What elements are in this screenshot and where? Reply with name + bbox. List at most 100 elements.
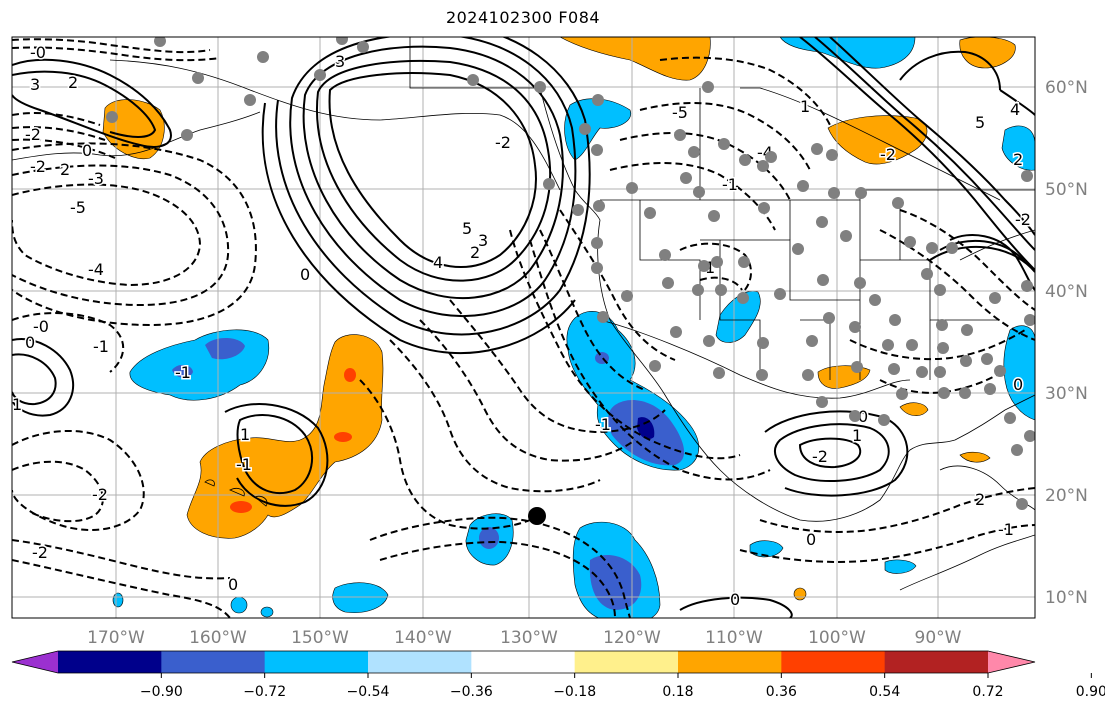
colorbar-tick-label: 0.54 (869, 684, 900, 700)
colorbar-swatch (368, 651, 472, 673)
contour-label: -1 (595, 415, 611, 434)
blue-area-mexico-coast (749, 540, 784, 558)
contour-label: 0 (300, 265, 310, 284)
contour-label: 4 (433, 253, 443, 272)
blue-area-central-america (884, 559, 917, 574)
darkblue-area-mexico-south (589, 555, 642, 610)
orange-area-north-pacific (559, 37, 711, 81)
contour-label: 0 (82, 141, 92, 160)
contour-label: 0 (858, 407, 868, 426)
colorbar-extend-low (12, 651, 58, 673)
colorbar-tick-label: 0.90 (1076, 684, 1105, 700)
colorbar: −0.90 −0.72 −0.54 −0.36 −0.18 0.18 0.36 0.54 0.7… (11, 650, 1105, 700)
contour-label: -2 (25, 125, 41, 144)
orange-area-great-lakes (827, 115, 928, 165)
lat-label: 60°N (1045, 78, 1088, 98)
contour-label: 1 (800, 97, 810, 116)
contour-label: 0 (806, 530, 816, 549)
lon-label: 120°W (603, 628, 661, 648)
map-title: 2024102300 F084 (445, 8, 601, 27)
colorbar-tick-label: 0.36 (766, 684, 797, 700)
colorbar-swatch (678, 651, 782, 673)
contour-label: -2 (32, 543, 48, 562)
contour-label: -2 (495, 133, 511, 152)
colorbar-tick-label: −0.54 (347, 684, 390, 700)
blue-spot-hawaii (260, 606, 274, 618)
colorbar-swatch (781, 651, 886, 673)
contour-label: -2 (1015, 210, 1031, 229)
contour-label: 2 (68, 73, 78, 92)
darkblue-area-central-pacific (205, 337, 245, 360)
colorbar-swatch (884, 651, 989, 673)
contour-label: -5 (672, 103, 688, 122)
contour-label: -0 (30, 43, 46, 62)
contour-label: -5 (70, 198, 86, 217)
lon-label: 150°W (291, 628, 349, 648)
contour-label: -1 (175, 363, 191, 382)
navy-area-baja (637, 417, 655, 440)
red-spot-3 (230, 501, 252, 513)
contour-label: 1 (240, 425, 250, 444)
contour-label: -2 (92, 485, 108, 504)
station-dots (106, 37, 1035, 510)
orange-area-gulf (899, 402, 929, 416)
contour-label: 0 (228, 575, 238, 594)
lon-label: 110°W (705, 628, 763, 648)
red-spot-2 (334, 432, 352, 442)
lat-label: 50°N (1045, 180, 1088, 200)
latitude-labels: 60°N 50°N 40°N 30°N 20°N 10°N (1045, 78, 1088, 608)
contour-label: 0 (25, 333, 35, 352)
darkblue-area-central-pacific-2 (172, 364, 193, 378)
colorbar-swatch (574, 651, 679, 673)
contour-label: 2 (975, 490, 985, 509)
longitude-labels: 170°W 160°W 150°W 140°W 130°W 120°W 110°… (87, 628, 962, 648)
colorbar-swatch (471, 651, 576, 673)
contour-label: 3 (30, 75, 40, 94)
lat-label: 30°N (1045, 384, 1088, 404)
colorbar-swatch (264, 651, 369, 673)
red-spot-1 (344, 368, 356, 382)
lon-label: 160°W (189, 628, 247, 648)
contour-label: -2 (30, 157, 46, 176)
colorbar-tick-label: −0.72 (243, 684, 286, 700)
contour-label: -1 (998, 520, 1014, 539)
contour-label: 5 (975, 113, 985, 132)
contour-label: -2 (812, 447, 828, 466)
lon-label: 140°W (394, 628, 452, 648)
lon-label: 90°W (915, 628, 962, 648)
shaded-anomalies (102, 37, 1035, 618)
blue-area-east-edge (1001, 125, 1035, 171)
contour-label: 5 (462, 219, 472, 238)
contour-label: 1 (12, 395, 22, 414)
darkblue-spot-south-1 (479, 527, 499, 549)
orange-area-florida-strait (959, 451, 991, 463)
solid-contours (12, 37, 1035, 618)
orange-area-subtropical-pacific (186, 334, 384, 539)
colorbar-tick-label: −0.90 (140, 684, 183, 700)
colorbar-tick-label: 0.72 (972, 684, 1003, 700)
contour-label: 0 (730, 590, 740, 609)
lon-label: 130°W (500, 628, 558, 648)
storm-marker (528, 507, 546, 525)
contour-label: 4 (1010, 100, 1020, 119)
contour-label: 2 (470, 243, 480, 262)
lon-label: 170°W (87, 628, 145, 648)
colorbar-tick-label: 0.18 (662, 684, 693, 700)
contour-label: -1 (722, 175, 738, 194)
contour-label: 2 (1013, 150, 1023, 169)
colorbar-swatch (161, 651, 266, 673)
contour-label: 1 (852, 426, 862, 445)
contour-label: 2 (60, 160, 70, 179)
dashed-contours (12, 38, 1035, 618)
lon-label: 100°W (808, 628, 866, 648)
lat-label: 20°N (1045, 486, 1088, 506)
colorbar-swatch (58, 651, 162, 673)
orange-spot-pacific (793, 587, 807, 601)
contour-label: -2 (880, 145, 896, 164)
map-frame (11, 36, 1036, 619)
lat-label: 10°N (1045, 588, 1088, 608)
contour-label: -3 (88, 169, 104, 188)
blue-area-east-coast (1003, 325, 1035, 421)
contour-label: -4 (88, 260, 104, 279)
contour-label: -1 (236, 455, 252, 474)
